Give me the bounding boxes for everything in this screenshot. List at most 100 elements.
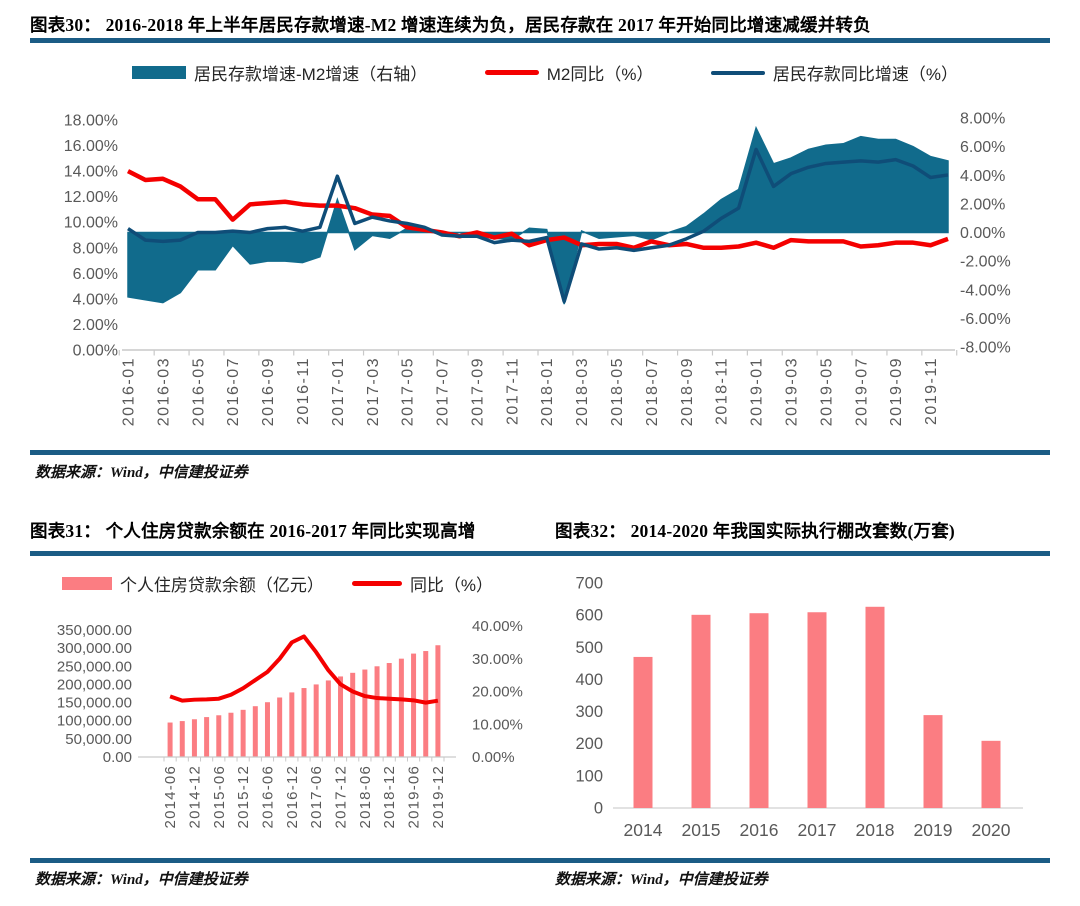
svg-text:2019-06: 2019-06 — [406, 765, 423, 828]
svg-text:2019: 2019 — [914, 820, 953, 840]
svg-text:-6.00%: -6.00% — [960, 311, 1011, 328]
svg-text:-2.00%: -2.00% — [960, 254, 1011, 271]
figure-30-source: 数据来源：Wind，中信建投证券 — [35, 465, 248, 481]
loan-balance-bar — [313, 684, 319, 757]
svg-text:2019-03: 2019-03 — [783, 357, 800, 426]
svg-text:2017-12: 2017-12 — [333, 765, 350, 828]
svg-text:16.00%: 16.00% — [64, 138, 118, 155]
legend-item-m2: M2同比（%） — [484, 60, 653, 85]
chart-32-canvas: 2014 2015 2016 2017 2018 2019 2020 700 600 500 400… — [575, 575, 1023, 840]
svg-text:8.00%: 8.00% — [73, 240, 118, 257]
svg-text:-8.00%: -8.00% — [960, 340, 1011, 357]
shantytown-bar — [691, 614, 711, 808]
svg-text:2019-07: 2019-07 — [853, 357, 870, 426]
svg-text:300,000.00: 300,000.00 — [57, 640, 132, 657]
loan-balance-bar — [191, 719, 197, 757]
svg-text:2014-12: 2014-12 — [186, 765, 203, 828]
svg-text:2018-05: 2018-05 — [609, 357, 626, 426]
svg-text:2016-11: 2016-11 — [295, 357, 312, 425]
svg-text:2017-05: 2017-05 — [400, 357, 417, 426]
loan-balance-bar — [338, 676, 344, 757]
svg-text:14.00%: 14.00% — [64, 164, 118, 181]
shantytown-bar — [865, 606, 885, 808]
m2-line-series — [126, 169, 949, 251]
svg-text:200: 200 — [575, 735, 603, 753]
svg-text:2015-12: 2015-12 — [235, 765, 252, 828]
svg-text:10.00%: 10.00% — [472, 716, 523, 733]
yoy-line-swatch-icon — [351, 581, 402, 586]
svg-text:2017-09: 2017-09 — [469, 357, 486, 426]
svg-text:2017-07: 2017-07 — [435, 357, 452, 426]
svg-text:2017-06: 2017-06 — [308, 765, 325, 828]
svg-text:0.00%: 0.00% — [73, 343, 118, 360]
loan-balance-bar — [277, 697, 283, 757]
svg-text:100,000.00: 100,000.00 — [57, 713, 132, 730]
svg-text:2.00%: 2.00% — [73, 317, 118, 334]
svg-text:0.00%: 0.00% — [960, 225, 1005, 242]
loan-balance-bar — [264, 702, 270, 757]
svg-text:700: 700 — [575, 575, 603, 593]
m2-line-swatch-icon — [484, 70, 539, 75]
svg-text:0.00%: 0.00% — [472, 749, 515, 766]
svg-text:2017: 2017 — [798, 820, 837, 840]
legend-label: 居民存款增速-M2增速（右轴） — [194, 65, 428, 84]
legend-label: 同比（%） — [409, 576, 494, 595]
svg-text:2015: 2015 — [682, 820, 721, 840]
chart-31-canvas: 350,000.00300,000.00250,000.00200,000.00… — [57, 618, 523, 828]
svg-text:8.00%: 8.00% — [960, 111, 1005, 128]
loan-bar-swatch-icon — [61, 577, 112, 590]
svg-text:2018: 2018 — [856, 820, 895, 840]
svg-text:2014: 2014 — [624, 820, 663, 840]
loan-balance-bar — [386, 663, 392, 757]
yoy-line-series — [169, 634, 439, 705]
shantytown-bar — [807, 612, 827, 808]
svg-text:18.00%: 18.00% — [64, 113, 118, 130]
area-series-swatch-icon — [132, 66, 186, 79]
svg-text:40.00%: 40.00% — [472, 618, 523, 635]
legend-label: 个人住房贷款余额（亿元） — [119, 576, 324, 595]
figure-30-title: 图表30： 2016-2018 年上半年居民存款增速-M2 增速连续为负，居民存… — [30, 15, 871, 35]
chart-30-legend: 居民存款增速-M2增速（右轴） M2同比（%） 居民存款同比增速（%） — [132, 60, 958, 85]
svg-text:2019-05: 2019-05 — [818, 357, 835, 426]
svg-text:30.00%: 30.00% — [472, 651, 523, 668]
loan-balance-bar — [216, 715, 222, 757]
figure-30-title-rule — [30, 38, 1050, 43]
svg-text:500: 500 — [575, 639, 603, 657]
svg-text:2016-07: 2016-07 — [225, 357, 242, 426]
loan-balance-bar — [240, 709, 246, 757]
svg-text:2019-01: 2019-01 — [749, 357, 766, 426]
svg-text:2018-03: 2018-03 — [574, 357, 591, 426]
loan-balance-bar — [228, 712, 234, 757]
loan-balance-bar — [204, 717, 210, 757]
loan-balance-bar — [411, 653, 417, 757]
loan-balance-bar — [362, 669, 368, 757]
svg-text:100: 100 — [575, 767, 603, 785]
figure-31-title: 图表31： 个人住房贷款余额在 2016-2017 年同比实现高增 — [30, 521, 476, 541]
legend-item-loan-balance: 个人住房贷款余额（亿元） — [61, 571, 324, 596]
loan-balance-bar — [289, 692, 295, 757]
svg-text:150,000.00: 150,000.00 — [57, 695, 132, 712]
svg-text:350,000.00: 350,000.00 — [57, 622, 132, 639]
svg-text:2018-06: 2018-06 — [357, 765, 374, 828]
svg-text:2015-06: 2015-06 — [211, 765, 228, 828]
svg-text:12.00%: 12.00% — [64, 189, 118, 206]
svg-text:200,000.00: 200,000.00 — [57, 676, 132, 693]
svg-text:2020: 2020 — [972, 820, 1011, 840]
loan-balance-bar — [179, 721, 185, 757]
svg-text:2019-12: 2019-12 — [430, 765, 447, 828]
svg-text:2016-09: 2016-09 — [260, 357, 277, 426]
loan-balance-bar — [252, 706, 258, 757]
svg-text:2018-01: 2018-01 — [539, 357, 556, 426]
loan-balance-bar — [325, 680, 331, 757]
shantytown-bar — [923, 715, 943, 808]
svg-text:2018-09: 2018-09 — [679, 357, 696, 426]
figure-31-source: 数据来源：Wind，中信建投证券 — [35, 872, 248, 888]
svg-text:20.00%: 20.00% — [472, 684, 523, 701]
svg-text:2017-11: 2017-11 — [504, 357, 521, 425]
svg-text:2.00%: 2.00% — [960, 196, 1005, 213]
svg-text:6.00%: 6.00% — [960, 139, 1005, 156]
deposit-line-series — [127, 147, 949, 304]
chart-31-legend: 个人住房贷款余额（亿元） 同比（%） — [20, 571, 535, 596]
svg-text:2016-03: 2016-03 — [155, 357, 172, 426]
